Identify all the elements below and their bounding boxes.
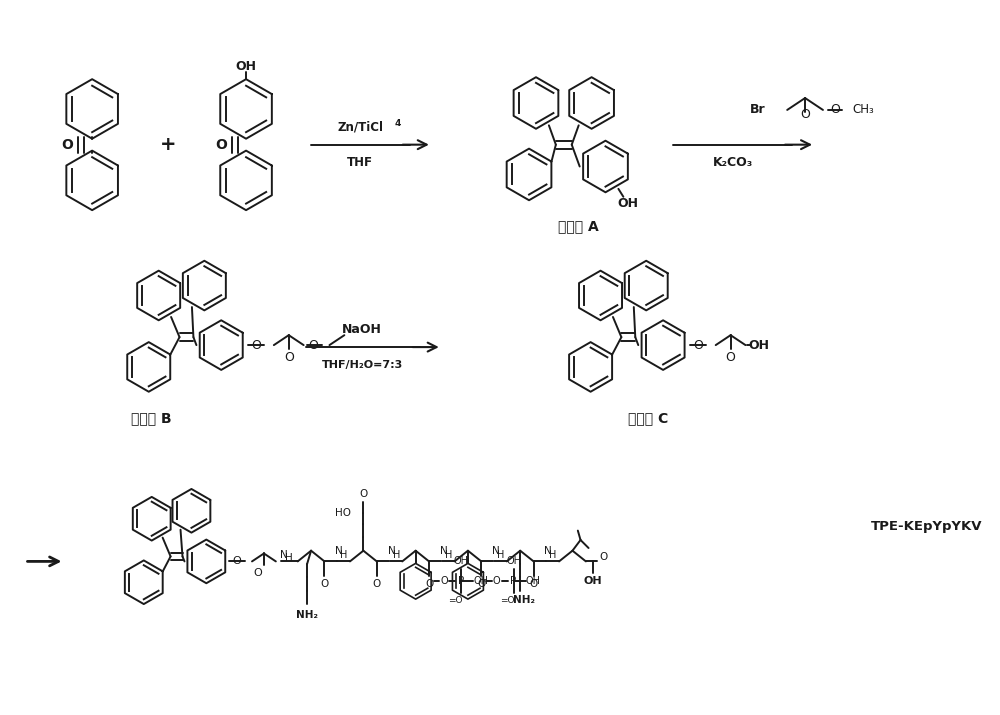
Text: H: H: [285, 553, 293, 563]
Text: O: O: [477, 579, 485, 589]
Text: OH: OH: [618, 197, 639, 210]
Text: O: O: [425, 579, 433, 589]
Text: OH: OH: [474, 576, 489, 586]
Text: O: O: [233, 556, 241, 566]
Text: O: O: [726, 352, 736, 365]
Text: H: H: [497, 550, 504, 560]
Text: O: O: [493, 576, 501, 586]
Text: THF/H₂O=7:3: THF/H₂O=7:3: [322, 360, 403, 370]
Text: O: O: [309, 339, 319, 352]
Text: NaOH: NaOH: [342, 322, 382, 336]
Text: N: N: [440, 546, 448, 556]
Text: O: O: [693, 339, 703, 352]
Text: O: O: [320, 579, 329, 589]
Text: N: N: [388, 546, 395, 556]
Text: O: O: [284, 352, 294, 365]
Text: H: H: [393, 550, 400, 560]
Text: O: O: [529, 579, 538, 589]
Text: CH₃: CH₃: [853, 104, 874, 117]
Text: N: N: [544, 546, 552, 556]
Text: O: O: [61, 138, 73, 152]
Text: OH: OH: [526, 576, 541, 586]
Text: 4: 4: [394, 119, 401, 128]
Text: =O: =O: [500, 596, 515, 605]
Text: O: O: [373, 579, 381, 589]
Text: H: H: [549, 550, 557, 560]
Text: H: H: [340, 550, 348, 560]
Text: NH₂: NH₂: [513, 596, 535, 606]
Text: O: O: [800, 109, 810, 122]
Text: +: +: [160, 135, 177, 154]
Text: THF: THF: [347, 156, 373, 169]
Text: O: O: [251, 339, 261, 352]
Text: O: O: [254, 568, 262, 578]
Text: NH₂: NH₂: [296, 610, 318, 620]
Text: O: O: [830, 104, 840, 117]
Text: OH: OH: [583, 576, 602, 586]
Text: H: H: [445, 550, 452, 560]
Text: P: P: [458, 576, 464, 586]
Text: OH: OH: [454, 556, 469, 566]
Text: TPE-KEpYpYKV: TPE-KEpYpYKV: [870, 521, 982, 533]
Text: HO: HO: [335, 508, 351, 518]
Text: OH: OH: [748, 339, 769, 352]
Text: O: O: [599, 553, 607, 563]
Text: 化合物 B: 化合物 B: [131, 412, 172, 425]
Text: N: N: [280, 551, 288, 561]
Text: OH: OH: [236, 60, 257, 73]
Text: Zn/TiCl: Zn/TiCl: [337, 120, 383, 133]
Text: O: O: [441, 576, 448, 586]
Text: =O: =O: [448, 596, 463, 605]
Text: OH: OH: [506, 556, 521, 566]
Text: K₂CO₃: K₂CO₃: [712, 156, 753, 169]
Text: O: O: [359, 490, 367, 500]
Text: N: N: [335, 546, 343, 556]
Text: Br: Br: [749, 104, 765, 117]
Text: O: O: [215, 138, 227, 152]
Text: P: P: [510, 576, 517, 586]
Text: 化合物 A: 化合物 A: [558, 219, 599, 233]
Text: 化合物 C: 化合物 C: [628, 412, 668, 425]
Text: N: N: [492, 546, 500, 556]
